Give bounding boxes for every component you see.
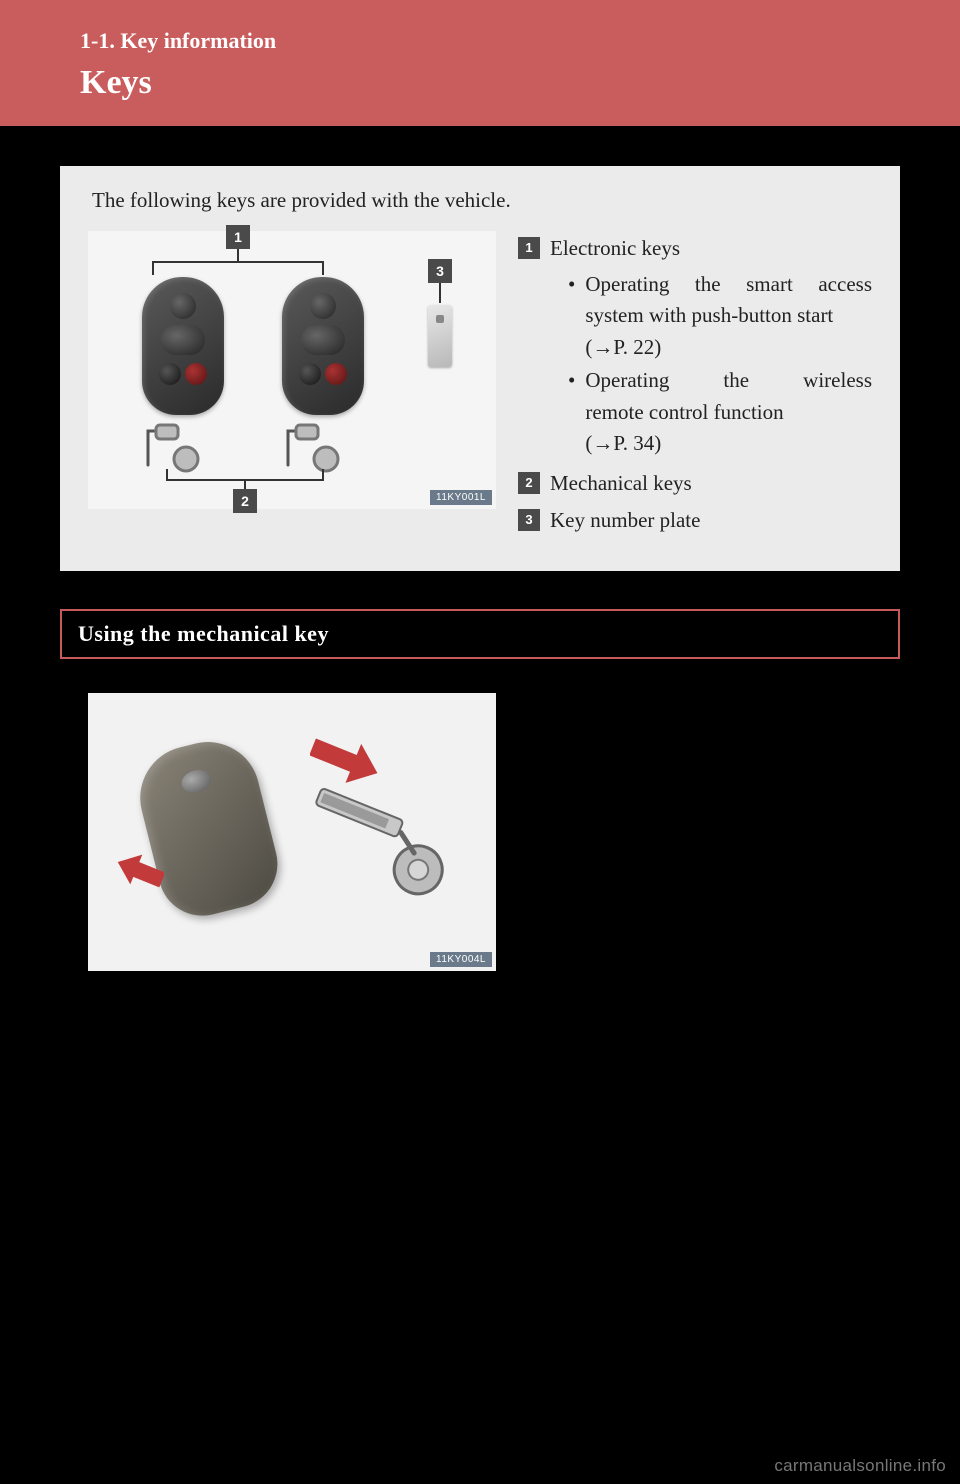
keys-overview-figure: 1 2 3 11KY001L xyxy=(88,231,496,509)
bracket-line xyxy=(322,469,324,481)
number-badge-1: 1 xyxy=(518,237,540,259)
bracket-line xyxy=(152,261,324,263)
description-column: 1 Electronic keys • Operating the smart … xyxy=(518,231,872,543)
section-heading-bar: Using the mechanical key xyxy=(60,609,900,659)
callout-1: 1 xyxy=(226,225,250,249)
list-item: 3 Key number plate xyxy=(518,505,872,537)
bracket-line xyxy=(166,469,168,481)
callout-3: 3 xyxy=(428,259,452,283)
page-title: Keys xyxy=(80,64,960,102)
bracket-line xyxy=(439,281,441,303)
page-header: 1-1. Key information Keys xyxy=(0,0,960,126)
page-ref: (→P. 34) xyxy=(585,428,872,460)
callout-2: 2 xyxy=(233,489,257,513)
item-title: Mechanical keys xyxy=(550,468,872,500)
page-ref: (→P. 22) xyxy=(585,332,872,364)
bracket-line xyxy=(322,261,324,275)
item-title: Key number plate xyxy=(550,505,872,537)
bullet-line: system with push-button start xyxy=(585,300,872,332)
mechanical-key-icon xyxy=(278,419,348,477)
mechanical-key-figure: 11KY004L xyxy=(88,693,496,971)
mechanical-key-icon xyxy=(138,419,208,477)
item-title: Electronic keys xyxy=(550,233,872,265)
arrow-icon xyxy=(310,733,380,792)
list-item: 1 Electronic keys • Operating the smart … xyxy=(518,233,872,462)
bracket-line xyxy=(152,261,154,275)
electronic-key-icon xyxy=(142,277,224,415)
figure-label: 11KY001L xyxy=(430,490,492,505)
watermark-text: carmanualsonline.info xyxy=(774,1456,946,1476)
bullet-list: • Operating the smart access system with… xyxy=(550,269,872,460)
arrow-icon xyxy=(116,851,164,896)
bullet-line: remote control function xyxy=(585,397,872,429)
bullet-icon: • xyxy=(568,269,575,364)
figure2-wrap: 11KY004L xyxy=(60,659,900,971)
number-badge-3: 3 xyxy=(518,509,540,531)
intro-row: 1 2 3 11KY001L xyxy=(88,231,872,543)
figure-label: 11KY004L xyxy=(430,952,492,967)
bracket-line xyxy=(237,247,239,261)
bullet-icon: • xyxy=(568,365,575,460)
bullet-line: Operating the wireless xyxy=(585,365,872,397)
intro-box: The following keys are provided with the… xyxy=(60,166,900,571)
breadcrumb: 1-1. Key information xyxy=(80,28,960,54)
electronic-key-icon xyxy=(282,277,364,415)
list-item: 2 Mechanical keys xyxy=(518,468,872,500)
number-badge-2: 2 xyxy=(518,472,540,494)
intro-lead-text: The following keys are provided with the… xyxy=(92,188,872,213)
key-number-plate-icon xyxy=(428,305,452,367)
content-area: The following keys are provided with the… xyxy=(0,126,960,971)
bullet-line: Operating the smart access xyxy=(585,269,872,301)
